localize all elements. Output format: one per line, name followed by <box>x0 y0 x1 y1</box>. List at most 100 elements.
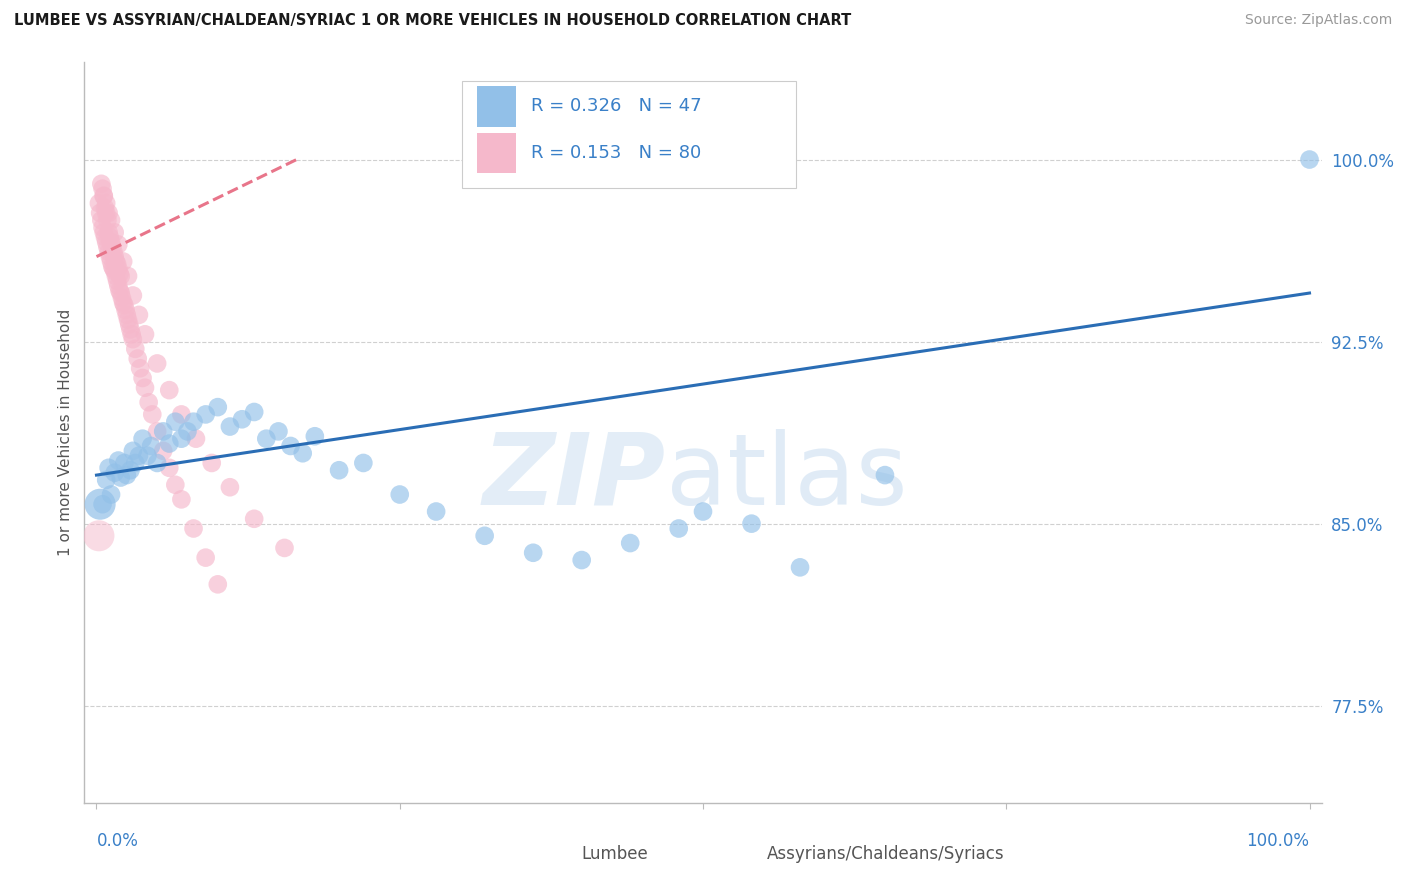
Point <box>128 308 150 322</box>
Point <box>1298 153 1320 167</box>
Point <box>96 213 118 227</box>
Point <box>127 351 149 366</box>
FancyBboxPatch shape <box>543 838 574 870</box>
Point <box>619 536 641 550</box>
Point <box>115 308 138 322</box>
Point <box>97 225 120 239</box>
Point <box>136 449 159 463</box>
Point <box>104 250 127 264</box>
Point <box>108 284 131 298</box>
Point <box>108 267 131 281</box>
Point <box>141 408 163 422</box>
Point <box>120 463 142 477</box>
Point <box>93 225 115 239</box>
Point <box>97 460 120 475</box>
Point <box>176 425 198 439</box>
Point <box>741 516 763 531</box>
Point <box>104 254 127 268</box>
Point <box>134 327 156 342</box>
Point <box>207 400 229 414</box>
Point <box>100 487 122 501</box>
Point <box>157 436 180 450</box>
Point <box>184 432 207 446</box>
Point <box>668 521 690 535</box>
FancyBboxPatch shape <box>728 838 759 870</box>
Text: 0.0%: 0.0% <box>97 832 138 850</box>
Point <box>104 466 127 480</box>
Point <box>352 456 374 470</box>
Point <box>254 432 277 446</box>
Point <box>105 257 128 271</box>
Point <box>91 182 114 196</box>
Point <box>183 521 205 535</box>
Point <box>183 415 205 429</box>
Point <box>101 240 124 254</box>
Point <box>112 295 135 310</box>
FancyBboxPatch shape <box>477 87 516 127</box>
Point <box>122 443 145 458</box>
Point <box>231 412 253 426</box>
Point <box>93 189 115 203</box>
Point <box>122 332 145 346</box>
Point <box>328 463 350 477</box>
Text: Lumbee: Lumbee <box>582 845 648 863</box>
Point <box>243 512 266 526</box>
Point <box>104 264 127 278</box>
Point <box>112 254 135 268</box>
Text: 100.0%: 100.0% <box>1247 832 1309 850</box>
Point <box>571 553 593 567</box>
Y-axis label: 1 or more Vehicles in Household: 1 or more Vehicles in Household <box>58 309 73 557</box>
Text: LUMBEE VS ASSYRIAN/CHALDEAN/SYRIAC 1 OR MORE VEHICLES IN HOUSEHOLD CORRELATION C: LUMBEE VS ASSYRIAN/CHALDEAN/SYRIAC 1 OR … <box>14 13 851 29</box>
Point <box>522 546 544 560</box>
Point <box>267 425 290 439</box>
Point <box>107 453 129 467</box>
Point <box>87 529 110 543</box>
Point <box>103 244 125 259</box>
Point <box>103 261 125 276</box>
Text: Assyrians/Chaldeans/Syriacs: Assyrians/Chaldeans/Syriacs <box>768 845 1005 863</box>
Point <box>131 432 153 446</box>
Point <box>152 425 174 439</box>
Point <box>101 260 124 274</box>
Point <box>97 244 120 259</box>
Text: R = 0.153   N = 80: R = 0.153 N = 80 <box>531 145 702 162</box>
Point <box>146 456 169 470</box>
Point <box>90 177 112 191</box>
Point <box>152 443 174 458</box>
Point <box>117 312 139 326</box>
Point <box>89 206 111 220</box>
Text: atlas: atlas <box>666 428 907 525</box>
Point <box>100 235 122 249</box>
FancyBboxPatch shape <box>461 81 796 188</box>
Point <box>692 504 714 518</box>
Point <box>111 291 134 305</box>
Point <box>146 425 169 439</box>
Point <box>170 408 193 422</box>
Point <box>89 497 111 511</box>
Text: ZIP: ZIP <box>482 428 666 525</box>
Point <box>87 196 110 211</box>
Point <box>91 220 114 235</box>
Point <box>112 456 135 470</box>
Point <box>115 468 138 483</box>
Point <box>157 460 180 475</box>
Point <box>165 415 187 429</box>
Point <box>98 250 121 264</box>
Point <box>100 254 122 268</box>
Point <box>105 274 128 288</box>
Point <box>118 318 141 332</box>
Point <box>243 405 266 419</box>
Point <box>789 560 811 574</box>
Point <box>131 371 153 385</box>
Point <box>107 261 129 276</box>
Point <box>291 446 314 460</box>
Point <box>104 268 127 283</box>
Point <box>280 439 302 453</box>
Point <box>96 235 118 249</box>
Point <box>388 487 411 501</box>
Point <box>96 473 118 487</box>
Point <box>139 439 162 453</box>
Point <box>146 356 169 370</box>
Point <box>207 577 229 591</box>
Point <box>194 550 217 565</box>
